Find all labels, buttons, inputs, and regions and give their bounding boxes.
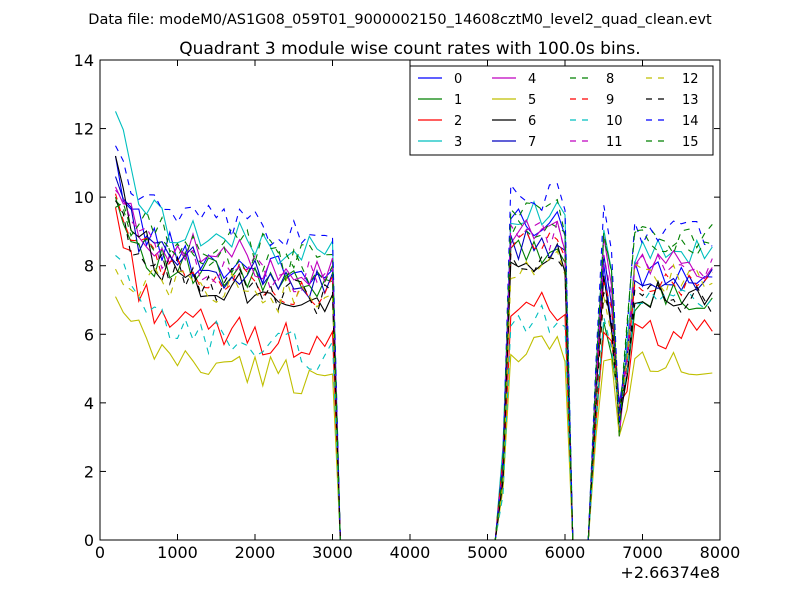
legend-label-12: 12 (682, 72, 699, 87)
legend-label-9: 9 (606, 93, 614, 108)
y-tick-label: 8 (84, 257, 94, 276)
legend-label-1: 1 (454, 93, 462, 108)
series-line-11 (115, 189, 713, 540)
legend-label-3: 3 (454, 135, 462, 150)
legend-label-5: 5 (528, 93, 536, 108)
legend-label-6: 6 (528, 114, 536, 129)
x-offset-label: +2.66374e8 (620, 563, 720, 582)
x-tick-label: 4000 (390, 543, 431, 562)
y-tick-label: 0 (84, 531, 94, 550)
y-tick-label: 6 (84, 325, 94, 344)
x-tick-label: 7000 (622, 543, 663, 562)
legend-label-4: 4 (528, 72, 536, 87)
x-tick-label: 0 (95, 543, 105, 562)
chart-title: Quadrant 3 module wise count rates with … (179, 39, 640, 59)
y-tick-label: 4 (84, 394, 94, 413)
plot-area: 0 1000 2000 3000 4000 5000 6000 7000 80000246810… (74, 51, 741, 562)
series-line-14 (115, 145, 713, 540)
legend-label-7: 7 (528, 135, 536, 150)
legend-label-0: 0 (454, 72, 462, 87)
series-line-13 (115, 200, 713, 540)
y-tick-label: 14 (74, 51, 94, 70)
series-line-7 (114, 176, 713, 540)
series-line-12 (115, 250, 713, 540)
x-tick-label: 6000 (545, 543, 586, 562)
y-tick-label: 10 (74, 188, 94, 207)
x-tick-label: 1000 (157, 543, 198, 562)
series-line-10 (115, 254, 713, 540)
legend-box (409, 65, 714, 156)
x-tick-label: 3000 (312, 543, 353, 562)
legend-label-2: 2 (454, 114, 462, 129)
x-tick-label: 2000 (235, 543, 276, 562)
x-tick-label: 5000 (467, 543, 508, 562)
suptitle: Data file: modeM0/AS1G08_059T01_90000021… (88, 12, 712, 28)
legend-label-8: 8 (606, 72, 614, 87)
series-line-1 (114, 196, 713, 540)
legend-label-14: 14 (682, 114, 699, 129)
y-tick-label: 2 (84, 462, 94, 481)
series-line-15 (115, 198, 713, 540)
series-lines (114, 111, 713, 540)
series-line-8 (115, 200, 713, 540)
series-line-9 (114, 193, 713, 540)
legend-label-15: 15 (682, 135, 699, 150)
legend-label-10: 10 (606, 114, 623, 129)
series-line-5 (115, 296, 713, 540)
legend-label-11: 11 (606, 135, 623, 150)
legend-label-13: 13 (682, 93, 699, 108)
x-tick-label: 8000 (700, 543, 741, 562)
y-tick-label: 12 (74, 120, 94, 139)
